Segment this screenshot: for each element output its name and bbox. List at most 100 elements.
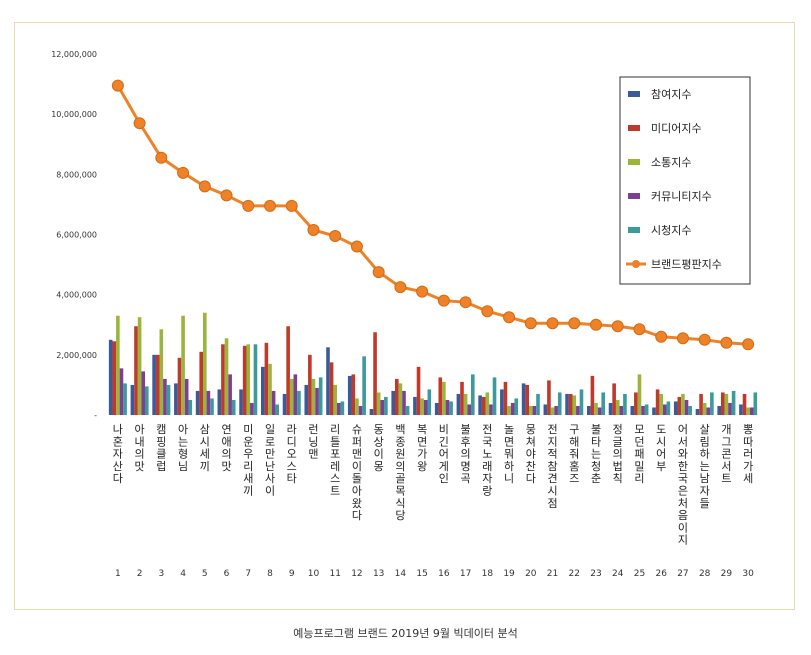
bar-미디어지수 bbox=[634, 392, 638, 415]
bar-시청지수 bbox=[710, 392, 714, 415]
x-rank-label: 15 bbox=[416, 569, 427, 579]
bar-커뮤니티지수 bbox=[489, 404, 493, 415]
bar-참여지수 bbox=[239, 389, 243, 415]
bar-커뮤니티지수 bbox=[423, 399, 428, 415]
bar-커뮤니티지수 bbox=[380, 399, 385, 415]
bar-시청지수 bbox=[449, 401, 453, 415]
bar-소통지수 bbox=[637, 374, 642, 415]
legend-label: 미디어지수 bbox=[651, 122, 702, 135]
bar-커뮤니티지수 bbox=[510, 402, 515, 415]
bar-소통지수 bbox=[398, 383, 403, 415]
x-rank-label: 28 bbox=[699, 569, 711, 579]
x-rank-labels: 1 2 3 4 5 6 7 8 9 10 11 12 13 14 15 16 17 18 19 20 21 22 23 24 2… bbox=[115, 569, 754, 579]
bar-커뮤니티지수 bbox=[141, 371, 145, 415]
bar-미디어지수 bbox=[438, 377, 443, 415]
bar-참여지수 bbox=[739, 404, 743, 415]
bar-참여지수 bbox=[391, 390, 395, 415]
bar-미디어지수 bbox=[155, 354, 160, 415]
line-point-브랜드평판지수 bbox=[372, 266, 385, 279]
bar-소통지수 bbox=[615, 399, 620, 415]
x-rank-label: 18 bbox=[482, 569, 494, 579]
x-rank-label: 13 bbox=[373, 569, 384, 579]
bar-커뮤니티지수 bbox=[663, 404, 667, 415]
bar-시청지수 bbox=[731, 390, 736, 415]
bar-커뮤니티지수 bbox=[554, 405, 558, 415]
legend-swatch bbox=[628, 91, 640, 97]
x-rank-label: 10 bbox=[308, 569, 320, 579]
bar-소통지수 bbox=[289, 378, 294, 415]
line-point-브랜드평판지수 bbox=[307, 223, 320, 236]
legend-marker bbox=[632, 260, 640, 268]
bar-참여지수 bbox=[652, 407, 656, 415]
bar-미디어지수 bbox=[460, 381, 464, 415]
bar-시청지수 bbox=[123, 383, 127, 415]
bar-소통지수 bbox=[507, 405, 511, 415]
line-point-브랜드평판지수 bbox=[111, 79, 124, 92]
x-rank-label: 23 bbox=[590, 569, 601, 579]
line-point-브랜드평판지수 bbox=[655, 330, 668, 343]
bar-커뮤니티지수 bbox=[532, 405, 537, 415]
bar-소통지수 bbox=[268, 363, 272, 415]
bar-참여지수 bbox=[695, 408, 700, 415]
bar-커뮤니티지수 bbox=[749, 407, 754, 415]
bar-시청지수 bbox=[471, 374, 475, 415]
bar-미디어지수 bbox=[568, 393, 573, 415]
bar-시청지수 bbox=[145, 386, 149, 415]
bar-참여지수 bbox=[282, 393, 287, 415]
line-point-브랜드평판지수 bbox=[742, 338, 755, 351]
bar-미디어지수 bbox=[503, 381, 508, 415]
legend-label: 소통지수 bbox=[651, 156, 691, 169]
bar-참여지수 bbox=[608, 402, 613, 415]
x-rank-label: 7 bbox=[245, 569, 251, 579]
line-point-브랜드평판지수 bbox=[633, 323, 646, 336]
y-tick-label: 4,000,000 bbox=[56, 291, 97, 300]
bar-소통지수 bbox=[485, 392, 490, 415]
bar-미디어지수 bbox=[373, 332, 377, 415]
line-point-브랜드평판지수 bbox=[177, 166, 190, 179]
bar-소통지수 bbox=[420, 398, 424, 415]
bar-커뮤니티지수 bbox=[315, 387, 319, 415]
legend-swatch bbox=[628, 227, 640, 233]
line-point-브랜드평판지수 bbox=[481, 305, 494, 318]
line-point-브랜드평판지수 bbox=[198, 180, 211, 193]
bar-시청지수 bbox=[688, 405, 692, 415]
bar-시청지수 bbox=[384, 396, 388, 415]
line-point-브랜드평판지수 bbox=[503, 311, 516, 324]
line-point-브랜드평판지수 bbox=[546, 317, 559, 330]
bar-참여지수 bbox=[673, 401, 678, 415]
chart-caption: 예능프로그램 브랜드 2019년 9월 빅데이터 분석 bbox=[293, 627, 518, 640]
bar-미디어지수 bbox=[199, 351, 203, 415]
bar-참여지수 bbox=[152, 354, 156, 415]
y-tick-label: 6,000,000 bbox=[56, 231, 97, 240]
line-point-브랜드평판지수 bbox=[568, 317, 581, 330]
bar-참여지수 bbox=[130, 384, 135, 415]
bar-미디어지수 bbox=[481, 396, 486, 415]
x-rank-label: 1 bbox=[115, 569, 121, 579]
x-rank-label: 27 bbox=[677, 569, 688, 579]
bar-미디어지수 bbox=[655, 389, 660, 415]
bar-참여지수 bbox=[456, 393, 461, 415]
x-rank-label: 5 bbox=[202, 569, 208, 579]
line-series bbox=[111, 79, 755, 351]
line-point-브랜드평판지수 bbox=[155, 151, 168, 164]
bar-소통지수 bbox=[572, 395, 577, 415]
chart-frame: 12,000,000 10,000,000 8,000,000 6,000,000 4,… bbox=[14, 22, 795, 610]
bar-참여지수 bbox=[304, 384, 309, 415]
line-point-브랜드평판지수 bbox=[133, 117, 146, 130]
x-rank-label: 26 bbox=[655, 569, 667, 579]
x-rank-label: 19 bbox=[503, 569, 515, 579]
bar-커뮤니티지수 bbox=[467, 404, 471, 415]
line-point-브랜드평판지수 bbox=[350, 240, 363, 253]
line-point-브랜드평판지수 bbox=[285, 199, 298, 212]
bar-미디어지수 bbox=[612, 383, 616, 415]
